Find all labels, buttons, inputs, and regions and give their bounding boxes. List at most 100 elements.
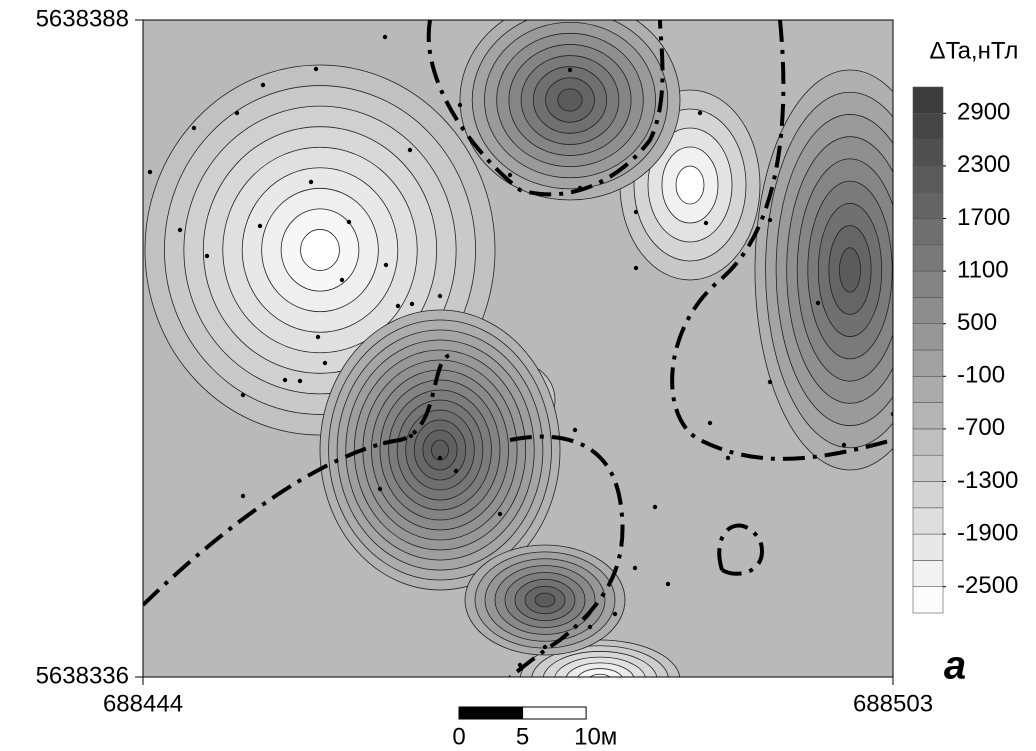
legend-tick-label: 2900: [957, 99, 1010, 126]
legend-tick-label: -1300: [957, 467, 1018, 494]
color-band: [912, 586, 944, 614]
x-tick-label: 688503: [853, 690, 933, 717]
scale-label: 10м: [574, 723, 617, 750]
survey-point: [147, 169, 153, 175]
survey-point: [587, 624, 593, 630]
survey-point: [282, 377, 288, 383]
scale-label: 0: [452, 723, 465, 750]
survey-point: [234, 110, 240, 116]
legend-tick-label: 2300: [957, 151, 1010, 178]
color-band: [912, 113, 944, 140]
zero-isoline: [143, 20, 893, 677]
color-band: [912, 375, 944, 403]
color-band: [912, 454, 944, 482]
contour: [577, 668, 623, 677]
survey-point: [177, 227, 183, 233]
survey-point: [567, 67, 573, 73]
survey-point: [457, 102, 463, 108]
survey-point: [313, 66, 319, 72]
survey-point: [409, 301, 415, 307]
survey-point: [542, 644, 548, 650]
color-band: [912, 402, 944, 430]
y-tick-label: 5638336: [36, 662, 129, 689]
survey-point: [815, 300, 821, 306]
legend-tick-label: 1100: [957, 256, 1009, 283]
survey-point: [297, 378, 303, 384]
survey-point: [204, 253, 210, 259]
survey-point: [665, 581, 671, 587]
color-band: [912, 428, 944, 456]
color-band: [912, 86, 944, 114]
color-band: [912, 507, 944, 535]
scale-segment: [458, 706, 524, 720]
color-band: [912, 533, 944, 561]
survey-point: [257, 223, 263, 229]
survey-point: [725, 455, 731, 461]
survey-point: [497, 511, 503, 517]
map-frame: [142, 19, 894, 678]
panel-label: а: [944, 644, 966, 688]
survey-point: [322, 360, 328, 366]
survey-point: [697, 110, 703, 116]
legend-tick-label: 1700: [957, 204, 1010, 231]
survey-point: [572, 427, 578, 433]
contour: [300, 229, 340, 271]
survey-point: [308, 179, 314, 185]
survey-point: [383, 262, 389, 268]
contour: [565, 662, 635, 677]
color-band: [912, 191, 944, 219]
color-band: [912, 270, 944, 298]
color-band: [912, 323, 944, 351]
legend-tick-label: -1900: [957, 519, 1018, 546]
survey-point: [315, 334, 321, 340]
survey-point: [633, 265, 639, 271]
survey-point: [437, 455, 443, 461]
legend-tick-label: -2500: [957, 572, 1018, 599]
survey-point: [382, 34, 388, 40]
color-band: [912, 218, 944, 246]
survey-point: [240, 392, 246, 398]
legend-tick-label: -100: [957, 362, 1005, 389]
contour: [675, 165, 705, 205]
survey-point: [346, 219, 352, 225]
contour: [534, 592, 556, 608]
survey-point: [633, 209, 639, 215]
contour: [839, 247, 861, 293]
legend-tick-label: 500: [957, 309, 997, 336]
survey-point: [437, 293, 443, 299]
survey-point: [377, 486, 383, 492]
survey-point: [612, 611, 618, 617]
survey-point: [407, 147, 413, 153]
survey-point: [453, 468, 459, 474]
survey-point: [240, 493, 246, 499]
legend-title: ΔTa,нТл: [930, 37, 1019, 64]
scale-label: 5: [516, 723, 529, 750]
survey-point: [707, 420, 713, 426]
survey-point: [652, 504, 658, 510]
contour: [589, 673, 611, 677]
survey-point: [767, 217, 773, 223]
color-band: [912, 481, 944, 509]
survey-point: [339, 277, 345, 283]
survey-point: [632, 565, 638, 571]
survey-point: [191, 125, 197, 131]
survey-point: [260, 82, 266, 88]
color-band: [912, 560, 944, 588]
color-band: [912, 297, 944, 324]
y-tick-label: 5638388: [36, 5, 129, 32]
x-tick-label: 688444: [103, 690, 183, 717]
color-band: [912, 244, 944, 272]
survey-point: [841, 442, 847, 448]
contour: [557, 88, 583, 112]
color-band: [912, 139, 944, 167]
survey-point: [890, 411, 893, 417]
color-band: [912, 165, 944, 193]
survey-point: [507, 172, 513, 178]
survey-point: [408, 433, 414, 439]
survey-point: [395, 303, 401, 309]
contour-field: [143, 20, 893, 677]
color-band: [912, 349, 944, 377]
legend-tick-label: -700: [957, 414, 1005, 441]
survey-point: [767, 379, 773, 385]
scale-segment: [522, 706, 587, 720]
